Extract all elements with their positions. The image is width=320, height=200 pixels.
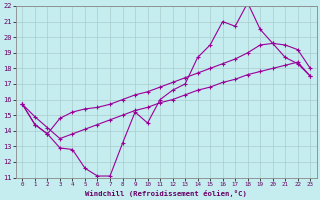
X-axis label: Windchill (Refroidissement éolien,°C): Windchill (Refroidissement éolien,°C)	[85, 190, 247, 197]
